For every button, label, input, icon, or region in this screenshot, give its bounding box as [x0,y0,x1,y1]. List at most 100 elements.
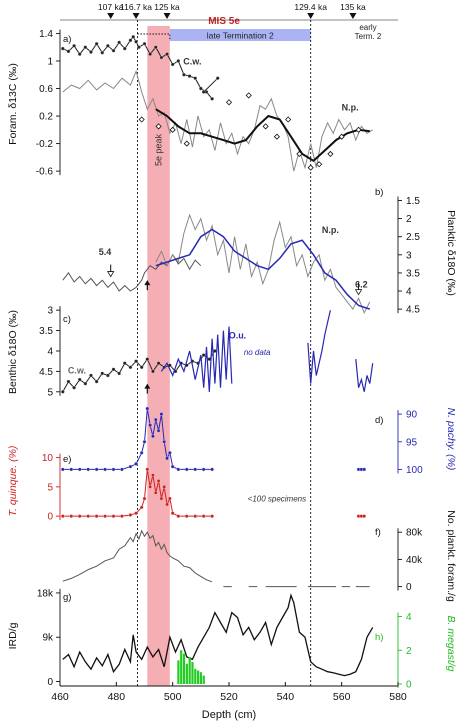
panel-letter-g: g) [63,592,71,603]
series-d-0-pt-0 [60,467,65,472]
bar-h-5 [191,662,194,684]
y-tick-label-c-4: 5 [47,387,53,398]
series-d-0-pt-23 [184,467,189,472]
series-a-0-pt-15 [137,45,141,50]
label-a-0: C.w. [183,56,201,66]
series-a-0-pt-2 [72,43,76,48]
series-e-0-pt-5 [103,514,107,518]
bar-h-4 [188,657,191,684]
series-d-0-pt-3 [86,467,91,472]
y-tick-label-h-0: 0 [406,680,412,691]
marker-b-0 [106,271,115,278]
y-tick-label-b-3: 3 [406,250,412,261]
series-d-0-pt-24 [193,467,198,472]
series-b-2-line [155,228,371,310]
series-e-0-pt-10 [139,505,144,510]
series-a-0-pt-24 [187,74,192,78]
x-tick-label-4: 540 [277,691,295,703]
series-e-0-pt-26 [210,514,214,518]
series-c-0-pt-2 [72,385,76,390]
y-tick-label-d-2: 100 [406,465,423,476]
series-a-4-pt-4 [225,99,233,106]
series-e-0-pt-2 [77,514,82,518]
series-a-0-pt-26 [198,86,203,91]
series-c-0-pt-14 [139,365,144,370]
panel-letter-b: b) [375,187,383,198]
y-tick-label-c-3: 4.5 [39,367,53,378]
panel-letter-a: a) [63,34,71,45]
series-a-0-pt-23 [182,72,186,77]
series-d-0-pt-8 [128,464,133,469]
panel-letter-e: e) [63,454,71,465]
y-tick-label-e-2: 0 [47,512,53,523]
series-a-1-pt-0 [201,90,206,94]
series-a-2-line [62,69,373,172]
y-tick-label-g-0: 0 [47,677,53,688]
series-e-0-pt-4 [94,514,99,518]
series-a-4-pt-12 [327,150,334,157]
age-arrow-4 [349,13,357,19]
series-a-4-pt-8 [285,116,292,123]
y-label-f: No. plankt. foram./g [445,510,457,602]
series-c-0-pt-4 [83,381,88,386]
panel-letter-d: d) [375,415,383,426]
bar-h-9 [202,675,205,684]
y-tick-label-a-0: 1.4 [39,29,53,40]
mis5e-label: MIS 5e [208,16,240,27]
y-tick-label-f-2: 80k [406,528,423,539]
series-a-4-pt-5 [245,92,252,99]
series-e-0-pt-22 [176,514,181,518]
series-d-0-pt-17 [159,412,164,416]
y-tick-label-a-1: 1 [47,56,53,67]
series-d-0-pt-19 [165,456,169,461]
series-e-0-pt-21 [170,511,175,516]
marker-b-1 [144,280,151,286]
x-tick-label-1: 480 [108,691,126,703]
series-a-4-pt-7 [273,133,280,140]
series-a-0-pt-16 [142,41,147,46]
series-c-0-pt-0 [60,389,65,394]
series-c-2-line [307,310,331,384]
bar-h-6 [194,668,197,684]
age-arrow-0 [107,13,115,19]
series-a-0-pt-10 [117,40,122,45]
series-a-0-pt-0 [60,46,65,51]
series-e-0-pt-9 [134,511,138,516]
x-axis-label: Depth (cm) [202,709,256,721]
series-a-3-line [155,108,370,163]
series-a-4-pt-2 [169,126,176,133]
series-a-4-pt-13 [338,133,345,140]
bar-h-0 [177,660,180,684]
series-e-0-pt-14 [151,473,155,477]
late-termination-label: late Termination 2 [207,31,274,41]
marker-b-2 [354,289,363,296]
series-c-1-line [160,326,233,392]
series-c-0-pt-1 [66,379,71,384]
series-e-1-pt-2 [362,514,367,518]
series-c-0-pt-17 [156,361,161,366]
series-a-0-pt-14 [134,39,138,44]
series-a-0-pt-12 [128,38,133,43]
series-d-0-pt-22 [176,467,181,472]
mis5e-bracket [137,33,171,40]
early-term-label-2: Term. 2 [355,32,382,41]
y-tick-label-b-4: 3.5 [406,268,420,279]
series-c-0-pt-7 [100,371,105,376]
y-tick-label-b-0: 1.5 [406,196,420,207]
x-tick-label-5: 560 [333,691,351,703]
age-label-0: 107 ka [98,2,124,12]
y-label-g: IRD/g [7,622,19,649]
y-tick-label-a-4: -0.2 [36,139,54,150]
series-e-0-pt-17 [159,496,164,501]
label-b-1: 5.4 [99,247,112,257]
label-c-0: C.w. [68,365,86,375]
series-e-0-pt-24 [193,514,198,518]
y-tick-label-g-2: 18k [37,588,54,599]
series-c-0-pt-15 [145,357,150,361]
series-d-0-pt-25 [201,467,206,472]
y-tick-label-a-2: 0.6 [39,84,53,95]
series-d-0-pt-11 [142,439,147,444]
series-a-4-pt-1 [155,123,162,130]
series-c-0-pt-6 [94,379,99,384]
